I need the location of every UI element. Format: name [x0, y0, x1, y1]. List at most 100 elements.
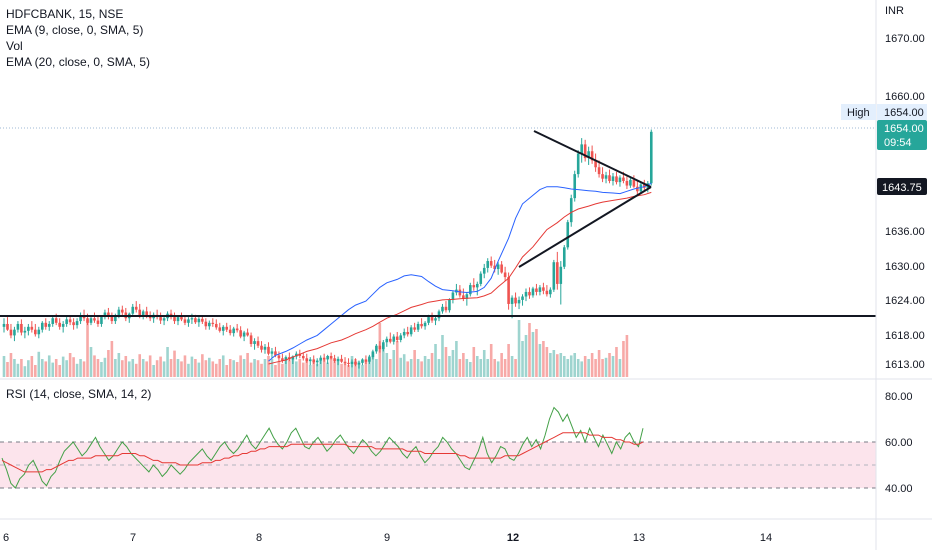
- candle-body: [496, 264, 500, 270]
- candle-body: [535, 288, 538, 292]
- candle-body: [180, 317, 183, 320]
- candle-body: [549, 289, 552, 295]
- ema20-line[interactable]: [268, 191, 652, 365]
- candle-body: [315, 360, 319, 363]
- rsi-ma-line[interactable]: [1, 432, 644, 473]
- volume-bar: [173, 350, 176, 377]
- candle-body: [308, 359, 312, 362]
- triangle-upper-line[interactable]: [533, 130, 652, 188]
- candle-body: [44, 322, 48, 327]
- volume-bar: [500, 353, 503, 377]
- candle-body: [649, 131, 653, 184]
- volume-bar: [277, 361, 281, 377]
- candle-body: [110, 316, 114, 322]
- volume-bar: [176, 359, 180, 377]
- volume-bar: [455, 341, 458, 377]
- candle-body: [23, 330, 27, 333]
- volume-bar: [469, 362, 472, 377]
- time-tick: 8: [256, 532, 262, 544]
- candle-body: [190, 318, 194, 320]
- triangle-lower-line[interactable]: [518, 186, 652, 268]
- volume-bar: [246, 353, 249, 377]
- candle-body: [378, 345, 382, 350]
- volume-bar: [434, 344, 437, 377]
- candle-body: [54, 318, 58, 323]
- vol-label[interactable]: Vol: [6, 39, 23, 53]
- volume-bar: [131, 359, 135, 377]
- volume-bar: [545, 347, 549, 377]
- volume-bar: [40, 359, 44, 377]
- rsi-label[interactable]: RSI (14, close, SMA, 14, 2): [6, 387, 152, 401]
- time-tick: 12: [507, 532, 519, 544]
- volume-bar: [406, 361, 409, 377]
- volume-bar: [86, 320, 89, 377]
- volume-bar: [187, 363, 190, 377]
- volume-bar: [190, 356, 194, 377]
- price-tick: 1630.00: [885, 261, 925, 273]
- candle-body: [333, 358, 336, 362]
- triangle-base-line[interactable]: [519, 131, 534, 267]
- volume-bar: [493, 359, 496, 377]
- candle-body: [96, 320, 100, 324]
- candle-body: [183, 319, 187, 323]
- candle-body: [65, 319, 68, 324]
- volume-bar: [169, 359, 173, 377]
- time-tick: 14: [760, 532, 772, 544]
- candle-body: [597, 167, 601, 175]
- candle-body: [221, 326, 225, 331]
- candle-body: [79, 315, 82, 322]
- candle-body: [357, 362, 361, 365]
- candle-body: [573, 174, 577, 199]
- volume-bar: [152, 365, 155, 377]
- candle-body: [503, 272, 507, 278]
- volume-bar: [6, 362, 9, 377]
- volume-bar: [576, 359, 580, 377]
- volume-bar: [13, 359, 16, 377]
- candle-body: [364, 359, 368, 362]
- candle-body: [340, 358, 343, 362]
- candle-body: [448, 299, 451, 311]
- candle-body: [382, 342, 385, 350]
- volume-bar: [482, 350, 486, 377]
- volume-bar: [117, 353, 121, 377]
- volume-bar: [566, 359, 570, 377]
- ema9-line[interactable]: [268, 182, 652, 362]
- candle-body: [343, 361, 347, 363]
- volume-bar: [159, 356, 162, 377]
- time-scale[interactable]: 6 7 8 9 12 13 14: [3, 532, 772, 544]
- price-scale[interactable]: 1670.00 1660.00 1636.00 1630.00 1624.00 1618.…: [885, 33, 925, 371]
- volume-bar: [489, 344, 493, 377]
- volume-bar: [375, 359, 378, 377]
- candle-body: [625, 180, 629, 186]
- candle-body: [246, 332, 249, 336]
- rsi-band-layer: [0, 441, 876, 489]
- volume-bar: [27, 360, 30, 377]
- symbol-label[interactable]: HDFCBANK, 15, NSE: [6, 7, 124, 21]
- volume-bar: [197, 362, 201, 377]
- volume-bar: [305, 359, 309, 377]
- time-tick: 6: [3, 532, 9, 544]
- volume-bar: [569, 355, 573, 377]
- candle-body: [556, 262, 559, 284]
- ema9-label[interactable]: EMA (9, close, 0, SMA, 5): [6, 23, 144, 37]
- volume-bar: [20, 359, 23, 377]
- candle-body: [263, 346, 267, 350]
- volume-bar: [531, 332, 535, 377]
- rsi-scale[interactable]: 80.00 60.00 40.00: [885, 391, 913, 495]
- candle-body: [270, 351, 274, 354]
- candle-body: [312, 359, 316, 363]
- ema20-label[interactable]: EMA (20, close, 0, SMA, 5): [6, 55, 151, 69]
- candle-body: [267, 346, 270, 354]
- volume-bar: [611, 356, 615, 377]
- volume-bar: [594, 359, 597, 377]
- volume-bar: [253, 359, 256, 377]
- candle-body: [594, 160, 597, 168]
- candle-body: [225, 326, 229, 330]
- candle-body: [86, 318, 89, 323]
- volume-bar: [270, 359, 274, 377]
- high-label: High: [847, 107, 870, 119]
- volume-bar: [542, 341, 545, 377]
- candle-body: [392, 336, 396, 342]
